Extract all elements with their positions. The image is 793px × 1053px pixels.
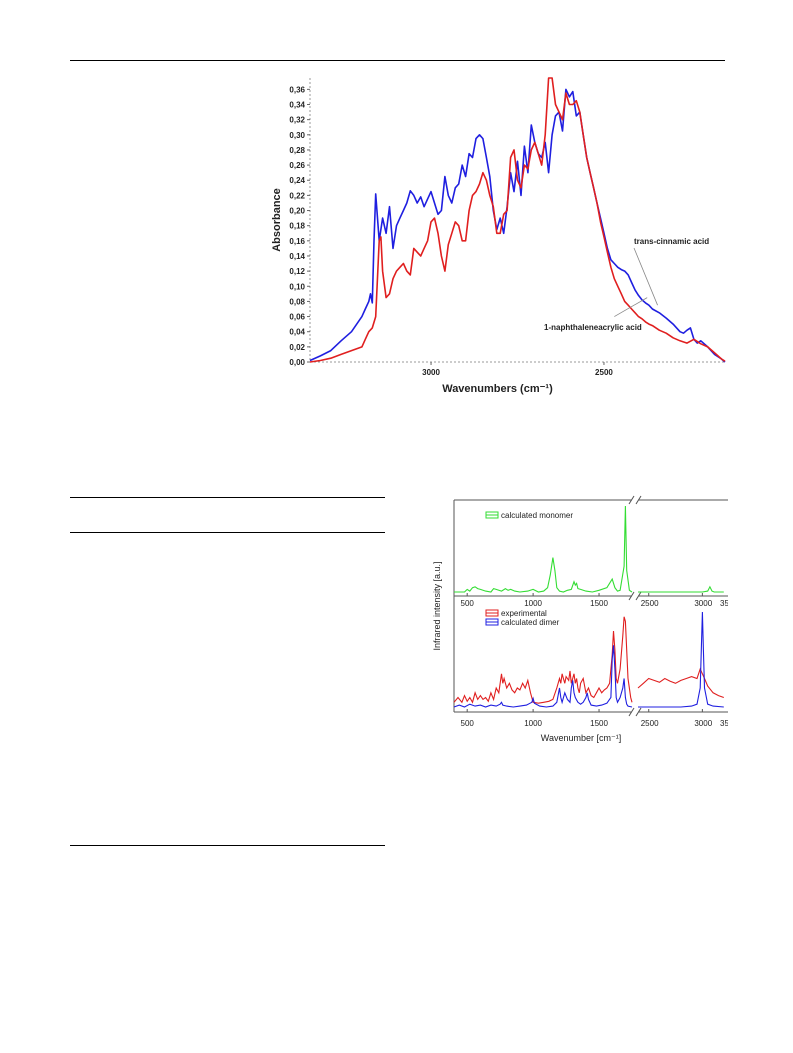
y-tick-label: 0,18 bbox=[289, 222, 305, 231]
x-tick-label: 1500 bbox=[590, 599, 608, 608]
annotation-naphthaleneacrylic-acid: 1-naphthaleneacrylic acid bbox=[544, 323, 642, 332]
series-line-calculated-dimer-high bbox=[638, 611, 724, 708]
series-line-trans-cinnamic-acid bbox=[309, 88, 726, 363]
y-tick-label: 0,34 bbox=[289, 101, 305, 110]
y-tick-label: 0,24 bbox=[289, 176, 305, 185]
series-line-experimental bbox=[453, 616, 633, 704]
series-line-calculated-monomer-high bbox=[638, 585, 724, 593]
y-tick-label: 0,16 bbox=[289, 237, 305, 246]
y-tick-label: 0,22 bbox=[289, 191, 305, 200]
header-rule bbox=[70, 60, 725, 61]
x-tick-label: 350 bbox=[720, 719, 728, 728]
x-tick-label: 350 bbox=[720, 599, 728, 608]
x-axis-label: Wavenumber [cm⁻¹] bbox=[541, 733, 621, 743]
annotation-leader-trans-cinnamic bbox=[633, 247, 658, 306]
y-tick-label: 0,04 bbox=[289, 328, 305, 337]
x-tick-label: 1000 bbox=[524, 599, 542, 608]
x-tick-label: 2500 bbox=[641, 719, 659, 728]
x-tick-label: 2500 bbox=[641, 599, 659, 608]
legend-label: calculated dimer bbox=[501, 618, 560, 627]
axis-break-mark bbox=[628, 591, 635, 601]
y-tick-label: 0,20 bbox=[289, 207, 305, 216]
annotation-trans-cinnamic-acid: trans-cinnamic acid bbox=[634, 237, 709, 246]
axis-break-mark bbox=[635, 591, 642, 601]
x-tick-label: 3000 bbox=[694, 719, 712, 728]
x-tick-label: 3000 bbox=[422, 368, 440, 377]
y-tick-label: 0,36 bbox=[289, 85, 305, 94]
annotation-leader-naphthaleneacrylic bbox=[614, 297, 648, 317]
series-line-naphthaleneacrylic-acid bbox=[309, 77, 726, 363]
table-bottom-rule bbox=[70, 845, 385, 846]
infrared-intensity-chart: 500 1000 1500 2500 3000 350 500 1000 1500 2500 300… bbox=[432, 495, 728, 743]
axis-break-mark bbox=[628, 707, 635, 717]
y-tick-label: 0,10 bbox=[289, 282, 305, 291]
y-tick-label: 0,14 bbox=[289, 252, 305, 261]
x-tick-label: 500 bbox=[461, 719, 475, 728]
y-axis-label: Infrared intensity [a.u.] bbox=[432, 561, 442, 650]
y-tick-label: 0,30 bbox=[289, 131, 305, 140]
x-tick-label: 2500 bbox=[595, 368, 613, 377]
y-tick-label: 0,08 bbox=[289, 297, 305, 306]
axis-break-mark bbox=[635, 495, 642, 505]
y-tick-label: 0,00 bbox=[289, 358, 305, 367]
x-tick-label: 500 bbox=[461, 599, 475, 608]
table-top-rule bbox=[70, 497, 385, 498]
series-line-experimental-high bbox=[637, 667, 724, 699]
y-tick-label: 0,28 bbox=[289, 146, 305, 155]
x-tick-label: 3000 bbox=[694, 599, 712, 608]
axis-break-mark bbox=[635, 707, 642, 717]
x-tick-label: 1500 bbox=[590, 719, 608, 728]
table-header-rule bbox=[70, 532, 385, 533]
y-axis-label: Absorbance bbox=[271, 188, 283, 252]
series-line-calculated-monomer bbox=[454, 505, 633, 593]
axis-break-mark bbox=[628, 495, 635, 505]
y-tick-label: 0,26 bbox=[289, 161, 305, 170]
series-line-calculated-dimer bbox=[453, 645, 633, 708]
legend-label: calculated monomer bbox=[501, 511, 573, 520]
y-tick-label: 0,02 bbox=[289, 343, 305, 352]
x-tick-label: 1000 bbox=[524, 719, 542, 728]
x-axis-label: Wavenumbers (cm⁻¹) bbox=[442, 383, 553, 395]
y-tick-label: 0,32 bbox=[289, 116, 305, 125]
absorbance-chart: 0,00 0,02 0,04 0,06 0,08 0,10 0,12 0,14 0,16 0,18… bbox=[271, 77, 726, 395]
y-tick-label: 0,12 bbox=[289, 267, 305, 276]
legend-label: experimental bbox=[501, 609, 547, 618]
y-tick-label: 0,06 bbox=[289, 313, 305, 322]
